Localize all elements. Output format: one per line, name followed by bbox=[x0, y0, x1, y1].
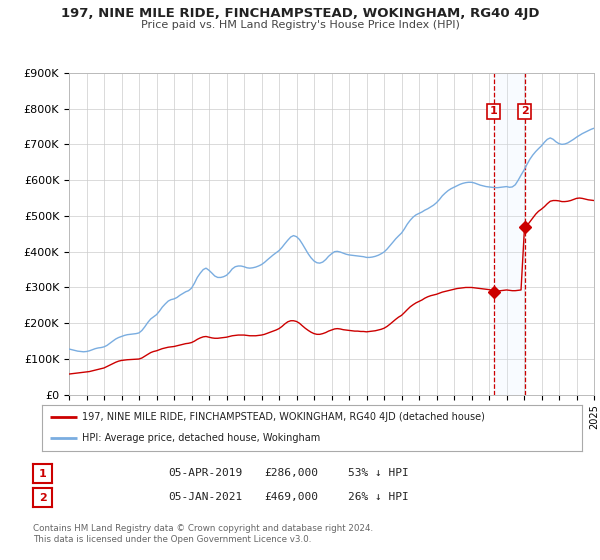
Text: 1: 1 bbox=[490, 106, 497, 116]
Text: Contains HM Land Registry data © Crown copyright and database right 2024.
This d: Contains HM Land Registry data © Crown c… bbox=[33, 524, 373, 544]
Text: 53% ↓ HPI: 53% ↓ HPI bbox=[348, 468, 409, 478]
Text: £469,000: £469,000 bbox=[264, 492, 318, 502]
Text: £286,000: £286,000 bbox=[264, 468, 318, 478]
Text: 2: 2 bbox=[39, 493, 46, 503]
Text: 197, NINE MILE RIDE, FINCHAMPSTEAD, WOKINGHAM, RG40 4JD (detached house): 197, NINE MILE RIDE, FINCHAMPSTEAD, WOKI… bbox=[83, 412, 485, 422]
Text: 05-JAN-2021: 05-JAN-2021 bbox=[168, 492, 242, 502]
Text: Price paid vs. HM Land Registry's House Price Index (HPI): Price paid vs. HM Land Registry's House … bbox=[140, 20, 460, 30]
Text: 1: 1 bbox=[39, 469, 46, 479]
Text: 05-APR-2019: 05-APR-2019 bbox=[168, 468, 242, 478]
Text: HPI: Average price, detached house, Wokingham: HPI: Average price, detached house, Woki… bbox=[83, 433, 321, 444]
Text: 197, NINE MILE RIDE, FINCHAMPSTEAD, WOKINGHAM, RG40 4JD: 197, NINE MILE RIDE, FINCHAMPSTEAD, WOKI… bbox=[61, 7, 539, 20]
Bar bbox=[494, 73, 524, 395]
Text: 2: 2 bbox=[521, 106, 529, 116]
Text: 26% ↓ HPI: 26% ↓ HPI bbox=[348, 492, 409, 502]
